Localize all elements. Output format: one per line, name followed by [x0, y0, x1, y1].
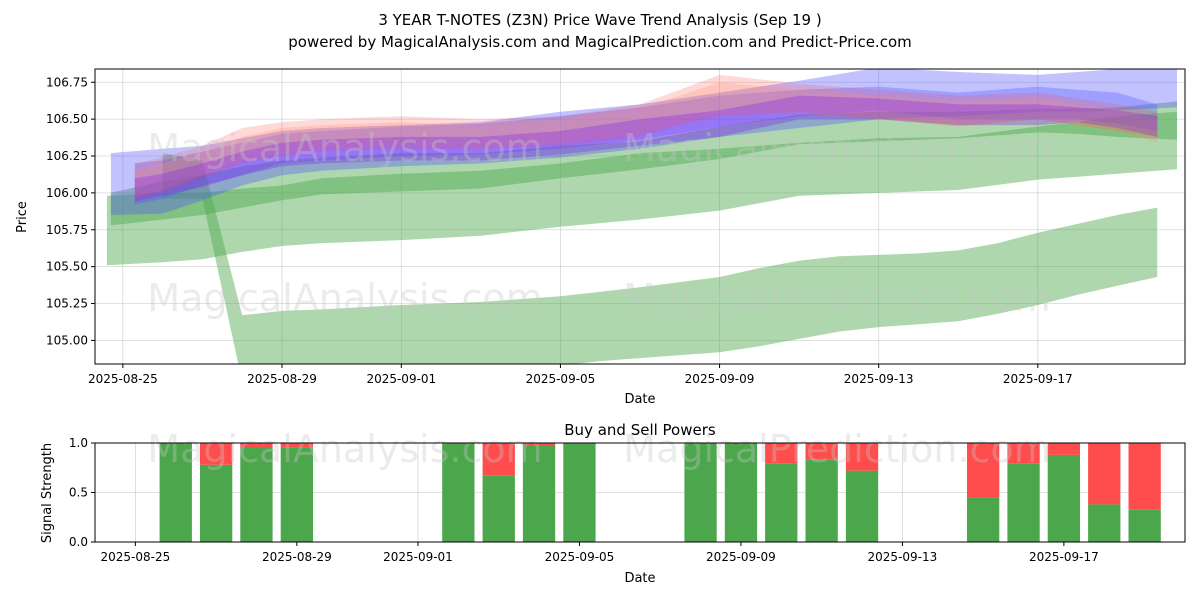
green-band-low [162, 153, 1158, 364]
buy-sell-x-tick-label: 2025-09-01 [383, 550, 453, 564]
buy-bar [280, 447, 313, 542]
buy-bar [765, 463, 798, 542]
sell-bar [967, 443, 1000, 498]
price-plot-frame [94, 68, 1186, 365]
buy-sell-x-tick-label: 2025-09-17 [1029, 550, 1099, 564]
sell-bar [1007, 443, 1040, 464]
buy-sell-y-tick-label: 0.0 [69, 535, 88, 549]
price-y-tick-label: 106.00 [46, 186, 88, 200]
buy-bar [967, 497, 1000, 542]
price-axes: 2025-08-25 2025-08-29 2025-09-01 2025-09-05… [46, 75, 1073, 386]
buy-bar [159, 443, 192, 542]
buy-sell-x-tick-label: 2025-09-09 [706, 550, 776, 564]
buy-sell-x-label: Date [624, 571, 655, 586]
price-y-tick-label: 105.50 [46, 260, 88, 274]
sell-bar [765, 443, 798, 464]
price-y-tick-label: 105.00 [46, 333, 88, 347]
buy-bar [845, 470, 879, 542]
buy-bar [684, 443, 717, 542]
buy-bar [482, 475, 515, 542]
sell-bar [805, 443, 838, 460]
price-x-label: Date [624, 392, 655, 407]
watermark-top-left-1: MagicalAnalysis.com [147, 126, 542, 170]
buy-sell-x-tick-label: 2025-08-25 [100, 550, 170, 564]
watermark-top-right-2: MagicalPrediction.com [623, 276, 1051, 320]
sell-bar [200, 443, 233, 465]
green-band-high [110, 101, 1177, 226]
price-wave-plot: MagicalAnalysis.com MagicalPrediction.co… [15, 68, 1186, 407]
price-x-tick-label: 2025-09-09 [685, 372, 755, 386]
sell-bar [280, 443, 313, 448]
price-x-tick-label: 2025-08-29 [247, 372, 317, 386]
buy-bar [522, 446, 556, 542]
price-y-tick-label: 105.75 [46, 223, 88, 237]
buy-bar [200, 464, 233, 542]
green-band-mid [106, 111, 1177, 266]
buy-bar [805, 459, 838, 542]
watermark-bottom-right: MagicalPrediction.com [623, 427, 1051, 471]
red-band-1 [134, 74, 1158, 201]
price-y-tick-label: 105.25 [46, 297, 88, 311]
buy-sell-axes: 2025-08-25 2025-08-29 2025-09-01 2025-09-05… [69, 436, 1099, 564]
buy-sell-x-tick-label: 2025-09-05 [545, 550, 615, 564]
price-y-tick-label: 106.75 [46, 75, 88, 89]
buy-bar [1128, 509, 1161, 542]
price-x-tick-label: 2025-08-25 [88, 372, 158, 386]
sell-bar [1047, 443, 1080, 455]
sell-bar [240, 443, 273, 447]
price-grid [95, 69, 1185, 364]
buy-sell-y-tick-label: 0.5 [69, 486, 88, 500]
chart-subtitle: powered by MagicalAnalysis.com and Magic… [288, 33, 912, 51]
buy-sell-title: Buy and Sell Powers [564, 421, 716, 439]
blue-band-1 [110, 69, 1177, 215]
buy-bar [724, 443, 758, 542]
price-x-tick-label: 2025-09-17 [1003, 372, 1073, 386]
watermark-top-left-2: MagicalAnalysis.com [147, 276, 542, 320]
buy-bar [1088, 504, 1121, 542]
price-bands [106, 69, 1177, 364]
buy-bar [1007, 463, 1040, 542]
price-y-label: Price [15, 201, 30, 233]
price-x-tick-label: 2025-09-13 [844, 372, 914, 386]
sell-bar [845, 443, 879, 471]
chart-title: 3 YEAR T-NOTES (Z3N) Price Wave Trend An… [378, 11, 821, 29]
price-y-tick-label: 106.50 [46, 112, 88, 126]
price-x-tick-label: 2025-09-01 [366, 372, 436, 386]
watermark-top-right-1: MagicalPrediction.com [623, 126, 1051, 170]
sell-bar [1128, 443, 1161, 510]
buy-bar [442, 443, 475, 542]
sell-bar [482, 443, 515, 476]
buy-sell-x-tick-label: 2025-09-13 [868, 550, 938, 564]
price-y-tick-label: 106.25 [46, 149, 88, 163]
buy-bar [563, 443, 596, 542]
buy-sell-x-tick-label: 2025-08-29 [262, 550, 332, 564]
buy-bar [240, 447, 273, 542]
buy-sell-bars [159, 443, 1161, 542]
watermark-bottom-left: MagicalAnalysis.com [147, 427, 542, 471]
sell-bar [1088, 443, 1121, 505]
sell-bar [522, 443, 556, 446]
orange-band [134, 82, 1158, 198]
blue-band-2 [134, 86, 1158, 205]
buy-bar [1047, 454, 1080, 542]
buy-sell-y-tick-label: 1.0 [69, 436, 88, 450]
buy-sell-plot: Buy and Sell Powers MagicalAnalysis.com … [40, 421, 1186, 586]
price-x-tick-label: 2025-09-05 [526, 372, 596, 386]
buy-sell-y-label: Signal Strength [40, 443, 55, 543]
purple-band [134, 95, 1158, 202]
